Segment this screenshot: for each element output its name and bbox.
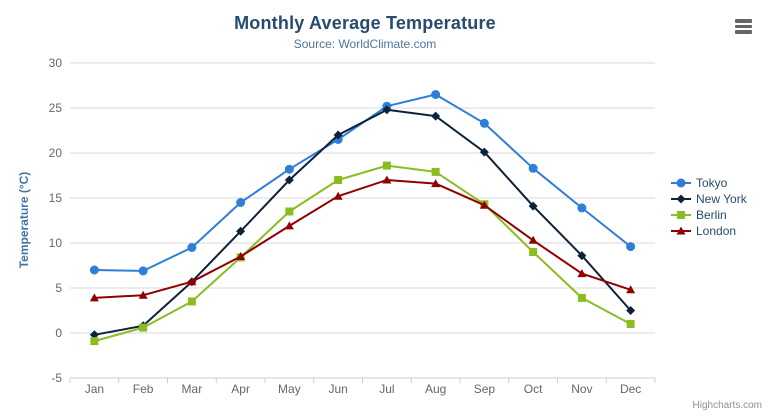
x-axis-label: Dec	[619, 382, 642, 396]
data-point-marker[interactable]	[285, 207, 294, 216]
legend-item-london[interactable]: London	[671, 223, 747, 239]
highcharts-credit[interactable]: Highcharts.com	[692, 400, 762, 411]
data-point-marker[interactable]	[431, 167, 440, 176]
data-point-marker[interactable]	[89, 265, 99, 275]
y-axis-label: 0	[55, 326, 62, 340]
x-axis-label: Sep	[473, 382, 496, 396]
data-point-marker[interactable]	[626, 320, 635, 328]
data-point-marker[interactable]	[236, 226, 246, 236]
legend-label: New York	[696, 192, 747, 206]
data-point-marker	[676, 226, 686, 235]
data-point-marker[interactable]	[626, 306, 636, 315]
data-point-marker[interactable]	[382, 105, 392, 115]
y-axis-label: 10	[48, 236, 62, 250]
y-axis-label: 15	[48, 191, 62, 205]
data-point-marker[interactable]	[139, 323, 148, 332]
data-point-marker	[676, 194, 686, 204]
data-point-marker	[677, 211, 685, 219]
y-axis-label: 20	[48, 146, 62, 160]
x-axis-label: Aug	[424, 382, 447, 396]
series-line-tokyo[interactable]	[93, 93, 632, 272]
legend: Tokyo New York Berlin London	[671, 175, 747, 239]
legend-marker-icon	[671, 178, 691, 188]
data-point-marker[interactable]	[90, 337, 99, 346]
y-axis-title: Temperature (°C)	[17, 171, 31, 269]
data-point-marker[interactable]	[236, 198, 246, 207]
x-axis-label: Mar	[181, 382, 203, 396]
legend-item-tokyo[interactable]: Tokyo	[671, 175, 747, 191]
x-axis-label: Oct	[523, 382, 543, 396]
context-menu-button[interactable]	[735, 19, 752, 36]
data-point-marker[interactable]	[334, 176, 343, 184]
data-point-marker[interactable]	[479, 118, 489, 128]
series-line-new-york[interactable]	[93, 108, 632, 336]
data-point-marker[interactable]	[626, 285, 636, 294]
data-point-marker[interactable]	[431, 111, 441, 121]
x-axis-label: Feb	[132, 382, 154, 396]
data-point-marker[interactable]	[382, 161, 391, 170]
legend-label: London	[696, 224, 737, 238]
data-point-marker[interactable]	[333, 130, 343, 140]
series-line-berlin[interactable]	[93, 164, 632, 343]
data-point-marker	[676, 178, 686, 188]
data-point-marker[interactable]	[528, 163, 538, 173]
x-axis-label: May	[278, 382, 301, 396]
hamburger-icon	[735, 24, 752, 28]
data-point-marker[interactable]	[479, 147, 489, 157]
data-point-marker[interactable]	[333, 191, 343, 200]
data-point-marker[interactable]	[187, 297, 196, 306]
data-point-marker[interactable]	[138, 266, 148, 276]
x-axis-label: Nov	[571, 382, 593, 396]
legend-marker-icon	[671, 211, 691, 219]
series-line-london[interactable]	[93, 179, 632, 299]
data-point-marker[interactable]	[236, 252, 246, 260]
data-point-marker[interactable]	[577, 203, 587, 213]
hamburger-icon	[735, 30, 752, 34]
legend-marker-icon	[671, 194, 691, 204]
data-point-marker[interactable]	[284, 221, 294, 230]
data-point-marker[interactable]	[528, 235, 538, 244]
y-axis-label: 5	[55, 281, 62, 295]
y-axis-label: -5	[51, 371, 62, 385]
data-point-marker[interactable]	[577, 293, 586, 302]
legend-item-berlin[interactable]: Berlin	[671, 207, 747, 223]
data-point-marker[interactable]	[528, 201, 538, 211]
data-point-marker[interactable]	[187, 243, 197, 252]
chart-subtitle: Source: WorldClimate.com	[293, 37, 437, 51]
chart-title: Monthly Average Temperature	[234, 13, 496, 33]
x-axis-label: Jan	[84, 382, 105, 396]
legend-item-new-york[interactable]: New York	[671, 191, 747, 207]
y-axis-label: 25	[48, 101, 62, 115]
data-point-marker[interactable]	[577, 269, 587, 278]
data-point-marker[interactable]	[431, 179, 441, 188]
hamburger-icon	[735, 19, 752, 23]
data-point-marker[interactable]	[89, 330, 99, 340]
data-point-marker[interactable]	[187, 277, 197, 286]
legend-label: Tokyo	[696, 176, 728, 190]
data-point-marker[interactable]	[284, 175, 294, 185]
data-point-marker[interactable]	[577, 251, 587, 261]
data-point-marker[interactable]	[138, 290, 148, 299]
x-axis-label: Jun	[328, 382, 348, 396]
data-point-marker[interactable]	[89, 293, 99, 302]
data-point-marker[interactable]	[284, 164, 294, 174]
x-axis-label: Jul	[379, 382, 395, 396]
x-axis-label: Apr	[231, 382, 250, 396]
data-point-marker[interactable]	[431, 90, 441, 99]
y-axis-label: 30	[48, 56, 62, 70]
legend-label: Berlin	[696, 208, 727, 222]
data-point-marker[interactable]	[479, 200, 489, 209]
data-point-marker[interactable]	[382, 175, 392, 184]
legend-marker-icon	[671, 226, 691, 235]
data-point-marker[interactable]	[626, 242, 636, 252]
data-point-marker[interactable]	[529, 248, 538, 256]
